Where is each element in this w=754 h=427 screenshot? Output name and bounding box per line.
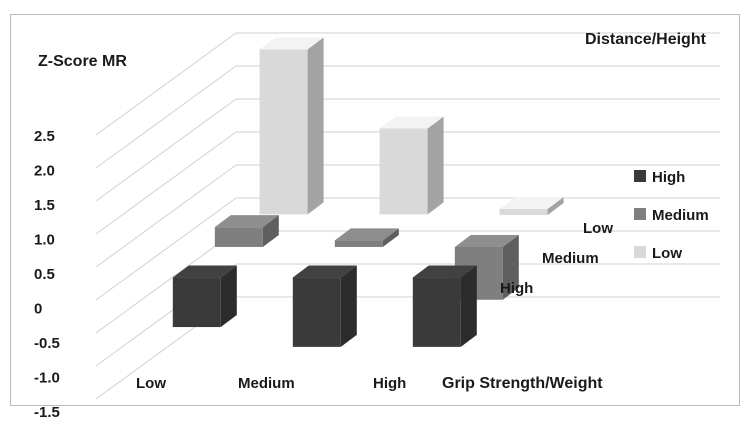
bar-medium-low [214,215,279,247]
bar-side [307,37,324,215]
bar-side [460,265,477,347]
bar-top [172,265,237,278]
depth-category-labels: High Medium Low [500,220,613,297]
depth-category-label: High [500,280,533,297]
gridline-diagonal [95,197,237,301]
bar-high-high [412,265,477,347]
bar-side [382,228,399,247]
bar-front [499,209,548,216]
gridline-diagonal [95,98,237,202]
depth-axis-title: Distance/Height [585,31,707,48]
y-tick-label: 1.5 [34,197,55,214]
bar-front [292,277,341,347]
x-category-label: Medium [238,375,295,392]
bar-top [259,37,324,50]
y-tick-label: 0.5 [34,266,55,283]
y-tick-label: -0.5 [34,335,60,352]
legend-label-medium: Medium [652,207,709,224]
y-tick-label: 2.5 [34,128,55,145]
bar-front [172,277,221,328]
gridline-diagonal [95,131,237,235]
bar-side [340,265,357,347]
depth-category-label: Medium [542,250,599,267]
bar-top [454,234,519,247]
legend: High Medium Low [634,169,709,262]
bar-front [214,227,263,247]
legend-swatch-low [634,246,646,258]
bar-front [412,277,461,347]
gridline-diagonal [95,65,237,169]
bar-side [262,215,279,247]
bar-top [334,228,399,241]
bar-high-medium [292,265,357,347]
legend-label-high: High [652,169,685,186]
y-tick-label: -1.5 [34,404,60,421]
bar-top [499,197,564,210]
bar-top [379,116,444,129]
bar-side [427,116,444,215]
bar-top [292,265,357,278]
gridline-diagonal [95,32,237,136]
bar-low-low [259,37,324,215]
x-category-label: High [373,375,406,392]
gridline-diagonal [95,230,237,334]
y-tick-label: 2.0 [34,163,55,180]
bar-low-medium [379,116,444,215]
x-category-labels: Low Medium High [136,375,406,392]
bar-top [214,215,279,228]
gridlines [95,32,720,400]
x-category-label: Low [136,375,166,392]
bars [172,37,564,347]
y-tick-labels: 2.5 2.0 1.5 1.0 0.5 0 -0.5 -1.0 -1.5 [34,128,60,421]
bar-side [547,197,564,216]
y-axis-title: Z-Score MR [38,53,127,70]
bar-front [259,49,308,215]
legend-swatch-medium [634,208,646,220]
y-tick-label: 1.0 [34,232,55,249]
bar-front [334,240,383,247]
bar-side [220,265,237,328]
y-tick-label: -1.0 [34,370,60,387]
y-tick-label: 0 [34,301,42,318]
gridline-diagonal [95,164,237,268]
bar-medium-medium [334,228,399,247]
bar-side [502,234,519,300]
legend-label-low: Low [652,245,682,262]
bar-high-low [172,265,237,328]
chart-frame [10,14,740,406]
bar-low-high [499,197,564,216]
x-axis-title: Grip Strength/Weight [442,375,603,392]
legend-swatch-high [634,170,646,182]
depth-category-label: Low [583,220,613,237]
bar-top [412,265,477,278]
bar-front [379,128,428,215]
